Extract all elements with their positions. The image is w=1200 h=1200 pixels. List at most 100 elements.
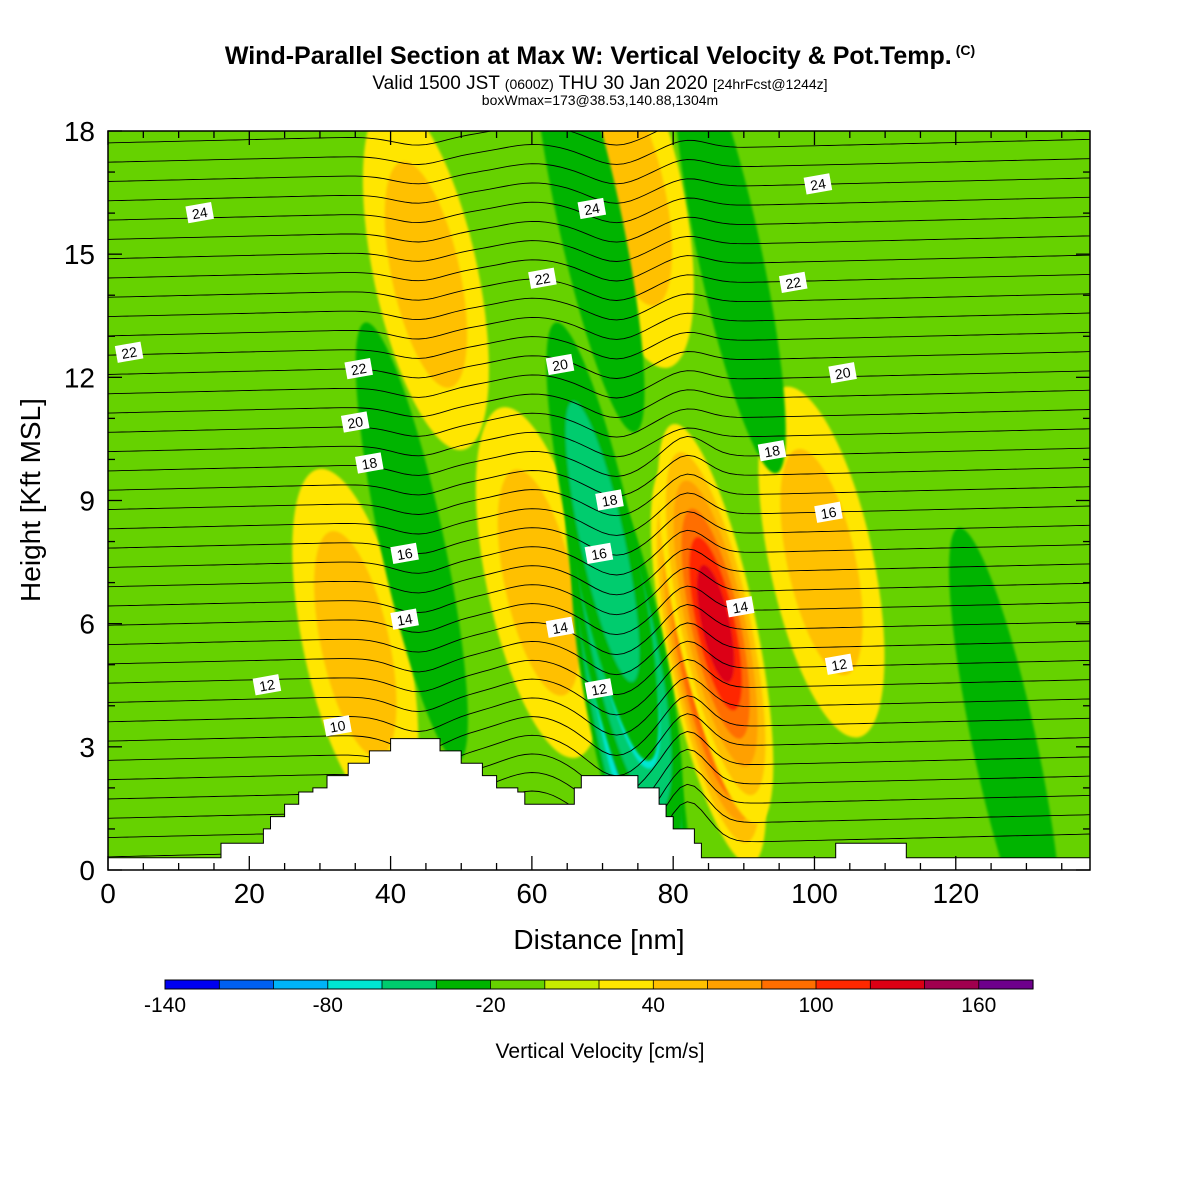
- theta-label-12: 12: [584, 678, 614, 700]
- theta-label-16: 16: [584, 542, 614, 565]
- colorbar-swatch: [219, 980, 275, 989]
- theta-contours: [108, 131, 1090, 870]
- velocity-cell-5: [362, 131, 489, 451]
- theta-label-text: 22: [533, 270, 551, 288]
- colorbar-tick-label: -140: [144, 994, 186, 1017]
- theta-label-text: 20: [551, 356, 569, 374]
- theta-label-text: 14: [551, 619, 569, 637]
- theta-label-18: 18: [757, 440, 787, 462]
- theta-label-text: 18: [601, 491, 619, 509]
- theta-contour-33: [108, 196, 1090, 224]
- theta-contour-10: [108, 622, 1090, 676]
- velocity-cell-6: [567, 131, 694, 369]
- y-axis: 0 3 6 9 12 15 18: [64, 116, 1090, 886]
- y-tick-label: 3: [79, 732, 95, 763]
- theta-contour-30: [108, 254, 1090, 282]
- theta-contour-8: [108, 659, 1090, 716]
- theta-label-text: 20: [834, 364, 852, 382]
- colorbar-swatch: [870, 980, 926, 989]
- theta-label-text: 16: [820, 504, 838, 522]
- theta-label-20: 20: [545, 353, 575, 376]
- theta-contour-18: [108, 473, 1090, 517]
- theta-contour-14: [108, 548, 1090, 596]
- colorbar-swatch: [978, 980, 1034, 989]
- theta-label-14: 14: [545, 616, 575, 638]
- theta-label-text: 18: [763, 442, 781, 460]
- colorbar-swatch: [761, 980, 817, 989]
- theta-label-text: 24: [809, 175, 827, 193]
- theta-label-22: 22: [344, 357, 373, 380]
- theta-label-text: 12: [590, 680, 608, 698]
- theta-contour-19: [108, 454, 1090, 497]
- y-tick-label: 6: [79, 609, 95, 640]
- theta-label-text: 22: [350, 360, 368, 378]
- x-tick-label: 100: [791, 878, 838, 909]
- x-tick-label: 20: [234, 878, 265, 909]
- y-tick-label: 12: [64, 362, 95, 393]
- velocity-cell-13: [949, 527, 1062, 870]
- theta-label-text: 24: [583, 200, 601, 218]
- velocity-cell-10: [355, 322, 468, 761]
- colorbar: -140 -80 -20 40 100 160: [144, 979, 1034, 1017]
- theta-contour-17: [108, 492, 1090, 536]
- velocity-cell-3: [292, 468, 419, 820]
- colorbar-swatch: [273, 980, 329, 989]
- colorbar-swatch: [924, 980, 980, 989]
- theta-label-10: 10: [323, 715, 352, 737]
- theta-contour-27: [108, 312, 1090, 340]
- theta-label-12: 12: [252, 674, 282, 696]
- terrain-profile: [108, 738, 1090, 870]
- colorbar-swatch: [707, 980, 763, 989]
- colorbar-tick-label: 160: [961, 994, 996, 1017]
- colorbar-swatch: [382, 980, 437, 989]
- theta-contour-labels: 24 24 24 22 22 22 22 20 20 20 18 18 18 16 16 16 14 14 14 12…: [114, 173, 857, 737]
- theta-label-22: 22: [778, 271, 808, 294]
- y-tick-label: 9: [79, 486, 95, 517]
- theta-contour-32: [108, 216, 1090, 243]
- chart-title: Wind-Parallel Section at Max W: Vertical…: [224, 42, 976, 70]
- theta-contour-15: [108, 529, 1090, 576]
- valid-time-line: Valid 1500 JST (0600Z) THU 30 Jan 2020 […: [372, 73, 828, 94]
- y-tick-label: 0: [79, 855, 95, 886]
- theta-label-18: 18: [595, 489, 624, 511]
- theta-label-text: 22: [120, 343, 138, 361]
- x-tick-label: 40: [375, 878, 406, 909]
- y-axis-title: Height [Kft MSL]: [15, 398, 46, 602]
- theta-contour-25: [108, 351, 1090, 379]
- theta-contour-20: [108, 435, 1090, 477]
- colorbar-swatch: [544, 980, 600, 989]
- theta-label-text: 16: [590, 545, 608, 563]
- y-tick-label: 15: [64, 239, 95, 270]
- x-axis: 0 20 40 60 80 100 120: [100, 131, 1063, 909]
- terrain-mask: [108, 738, 1090, 870]
- colorbar-tick-label: 100: [798, 994, 833, 1017]
- theta-contour-12: [108, 585, 1090, 636]
- boxwmax-line: boxWmax=173@38.53,140.88,1304m: [481, 92, 719, 108]
- colorbar-tick-label: -80: [313, 994, 343, 1017]
- theta-label-text: 20: [346, 413, 364, 431]
- theta-contour-22: [108, 408, 1090, 438]
- theta-contour-31: [108, 235, 1090, 262]
- velocity-cell-12: [673, 131, 786, 474]
- colorbar-swatch: [816, 980, 871, 989]
- theta-label-text: 14: [396, 610, 414, 628]
- theta-label-text: 16: [396, 545, 414, 563]
- x-axis-title: Distance [nm]: [513, 924, 684, 955]
- theta-label-14: 14: [390, 608, 419, 630]
- theta-contour-13: [108, 567, 1090, 616]
- theta-contour-36: [108, 138, 1090, 165]
- theta-contour-26: [108, 331, 1090, 360]
- theta-label-24: 24: [577, 197, 607, 220]
- theta-contour-23: [108, 389, 1090, 419]
- theta-contour-28: [108, 293, 1090, 321]
- theta-contour-35: [108, 158, 1090, 185]
- theta-label-22: 22: [114, 341, 144, 363]
- colorbar-swatch: [327, 980, 383, 989]
- colorbar-swatch: [490, 980, 546, 989]
- x-tick-label: 80: [658, 878, 689, 909]
- colorbar-tick-label: -20: [475, 994, 505, 1017]
- theta-label-16: 16: [390, 542, 419, 565]
- velocity-cell-1: [657, 423, 774, 824]
- theta-contour-24: [108, 370, 1090, 399]
